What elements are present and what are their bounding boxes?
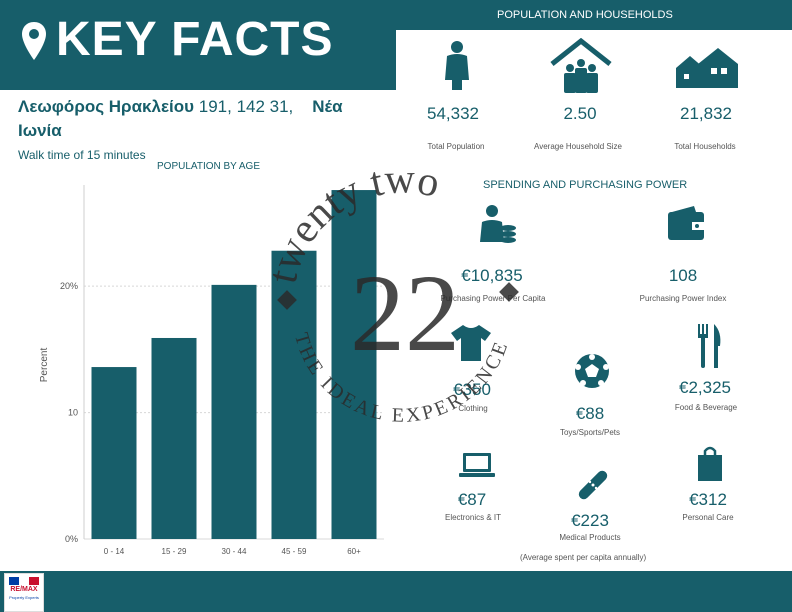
shopping-bag-icon <box>698 446 722 481</box>
x-tick-label: 45 - 59 <box>282 547 307 556</box>
total-households-value: 21,832 <box>680 104 732 123</box>
avg-household-size-value: 2.50 <box>563 104 597 123</box>
watermark-diamond-right <box>499 282 519 302</box>
header-band-right <box>396 0 792 30</box>
x-tick-label: 30 - 44 <box>222 547 247 556</box>
chart-title: POPULATION BY AGE <box>157 161 260 172</box>
clothing-value: €350 <box>453 380 491 399</box>
address-area-2: Ιωνία <box>18 121 62 140</box>
personal-care-label: Personal Care <box>682 513 734 522</box>
address: Λεωφόρος Ηρακλείου 191, 142 31, Νέα Ιωνί… <box>18 95 378 143</box>
walk-time: Walk time of 15 minutes <box>18 148 146 162</box>
address-area-1: Νέα <box>312 97 343 116</box>
y-tick-label: 20% <box>60 281 78 291</box>
food-beverage-label: Food & Beverage <box>674 403 738 412</box>
y-tick-label: 0% <box>65 534 78 544</box>
y-axis-label: Percent <box>39 348 50 383</box>
title-banner <box>0 0 396 90</box>
remax-logo: RE/MAX Property Experts <box>4 573 44 612</box>
bar <box>151 337 197 539</box>
watermark-diamond-left <box>277 290 297 310</box>
logo-subtitle: Property Experts <box>9 595 39 600</box>
x-tick-label: 60+ <box>347 547 361 556</box>
electronics-it-value: €87 <box>457 490 487 509</box>
bandage-icon <box>578 470 608 500</box>
bar <box>211 284 257 539</box>
total-population-label: Total Population <box>427 142 485 151</box>
address-number: 191, 142 31, <box>194 97 299 116</box>
purchasing-power-index-value: 108 <box>668 266 698 285</box>
households-section-title: POPULATION AND HOUSEHOLDS <box>497 9 673 21</box>
fork-knife-icon <box>698 324 721 368</box>
tshirt-icon <box>451 325 491 361</box>
x-tick-label: 0 - 14 <box>104 547 125 556</box>
houses-icon <box>676 48 738 88</box>
medical-products-value: €223 <box>571 511 609 530</box>
person-coins-icon <box>480 205 516 243</box>
purchasing-power-per-capita-label: Purchasing Power Per Capita <box>440 294 546 303</box>
watermark-number: 22 <box>350 252 460 374</box>
purchasing-power-per-capita-value: €10,835 <box>461 266 523 285</box>
total-population-value: 54,332 <box>427 104 479 123</box>
page-title: KEY FACTS <box>56 13 334 66</box>
toys-sports-pets-label: Toys/Sports/Pets <box>559 428 621 437</box>
spending-section-title: SPENDING AND PURCHASING POWER <box>483 179 688 191</box>
spending-note: (Average spent per capita annually) <box>520 553 647 562</box>
purchasing-power-index-label: Purchasing Power Index <box>639 294 727 303</box>
logo-text: RE/MAX <box>10 586 38 593</box>
wallet-icon <box>668 206 704 240</box>
avg-household-size-label: Average Household Size <box>534 142 622 151</box>
x-tick-label: 15 - 29 <box>162 547 187 556</box>
bar <box>91 367 137 539</box>
toys-sports-pets-value: €88 <box>575 404 605 423</box>
medical-products-label: Medical Products <box>559 533 621 542</box>
bar <box>331 190 377 540</box>
twenty-two-watermark: twenty two 22 THE IDEAL EXPERIENCE <box>270 165 519 427</box>
map-pin-icon <box>22 22 46 60</box>
logo-balloon-icon <box>9 577 39 585</box>
total-households-label: Total Households <box>674 142 736 151</box>
footer-band <box>0 571 792 612</box>
y-tick-label: 10 <box>68 408 78 418</box>
personal-care-value: €312 <box>689 490 727 509</box>
address-street: Λεωφόρος Ηρακλείου <box>18 97 195 116</box>
food-beverage-value: €2,325 <box>679 378 731 397</box>
soccer-ball-icon <box>575 354 609 388</box>
laptop-icon <box>459 453 495 477</box>
house-family-icon <box>550 38 612 93</box>
person-icon <box>445 41 469 90</box>
clothing-label: Clothing <box>458 404 488 413</box>
electronics-it-label: Electronics & IT <box>444 513 501 522</box>
